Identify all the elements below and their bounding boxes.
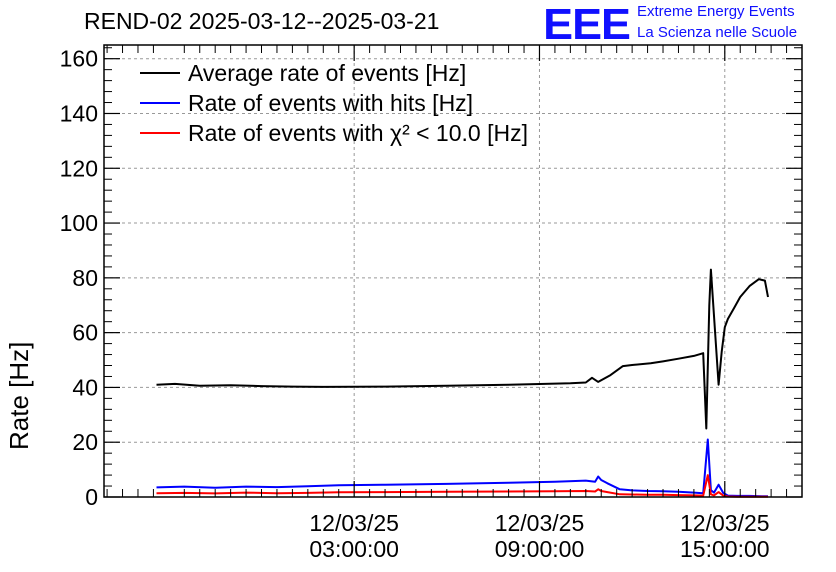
y-tick-label: 100 <box>60 210 98 236</box>
x-tick-label-date: 12/03/25 <box>680 510 770 536</box>
legend-label-average: Average rate of events [Hz] <box>188 59 467 86</box>
y-tick-label: 120 <box>60 155 98 181</box>
y-tick-label: 140 <box>60 100 98 126</box>
legend-label-hits: Rate of events with hits [Hz] <box>188 89 474 116</box>
x-tick-label-time: 03:00:00 <box>309 536 399 562</box>
eee-logo: EEE <box>543 0 631 49</box>
y-tick-label: 40 <box>72 374 98 400</box>
series-group <box>156 268 769 498</box>
y-tick-label: 20 <box>72 429 98 455</box>
legend-swatch-average <box>140 72 180 74</box>
legend-entry-average: Average rate of events [Hz] <box>140 58 528 88</box>
y-tick-label: 0 <box>85 484 98 510</box>
legend-entry-hits: Rate of events with hits [Hz] <box>140 88 528 118</box>
legend-entry-chi2: Rate of events with χ² < 10.0 [Hz] <box>140 118 528 148</box>
plot-frame <box>103 44 803 498</box>
axis-tick-labels: 02040608010012014016012/03/2503:00:0012/… <box>60 46 770 562</box>
logo-line-1: Extreme Energy Events <box>637 3 795 20</box>
x-tick-label-date: 12/03/25 <box>309 510 399 536</box>
grid-lines <box>104 45 802 497</box>
y-axis-label: Rate [Hz] <box>4 341 34 450</box>
axis-ticks <box>104 45 803 498</box>
x-tick-label-time: 09:00:00 <box>495 536 585 562</box>
legend-swatch-hits <box>140 102 180 104</box>
chart-title: REND-02 2025-03-12--2025-03-21 <box>84 8 440 34</box>
y-tick-label: 160 <box>60 46 98 72</box>
x-tick-label-time: 15:00:00 <box>680 536 770 562</box>
series-average-rate <box>156 268 769 430</box>
y-tick-label: 80 <box>72 265 98 291</box>
legend-label-chi2: Rate of events with χ² < 10.0 [Hz] <box>188 119 528 146</box>
series-chi2-rate <box>156 474 768 498</box>
legend: Average rate of events [Hz] Rate of even… <box>140 58 528 148</box>
legend-swatch-chi2 <box>140 132 180 134</box>
logo-line-2: La Scienza nelle Scuole <box>637 24 798 41</box>
y-tick-label: 60 <box>72 320 98 346</box>
series-hits-rate <box>156 438 768 498</box>
x-tick-label-date: 12/03/25 <box>495 510 585 536</box>
